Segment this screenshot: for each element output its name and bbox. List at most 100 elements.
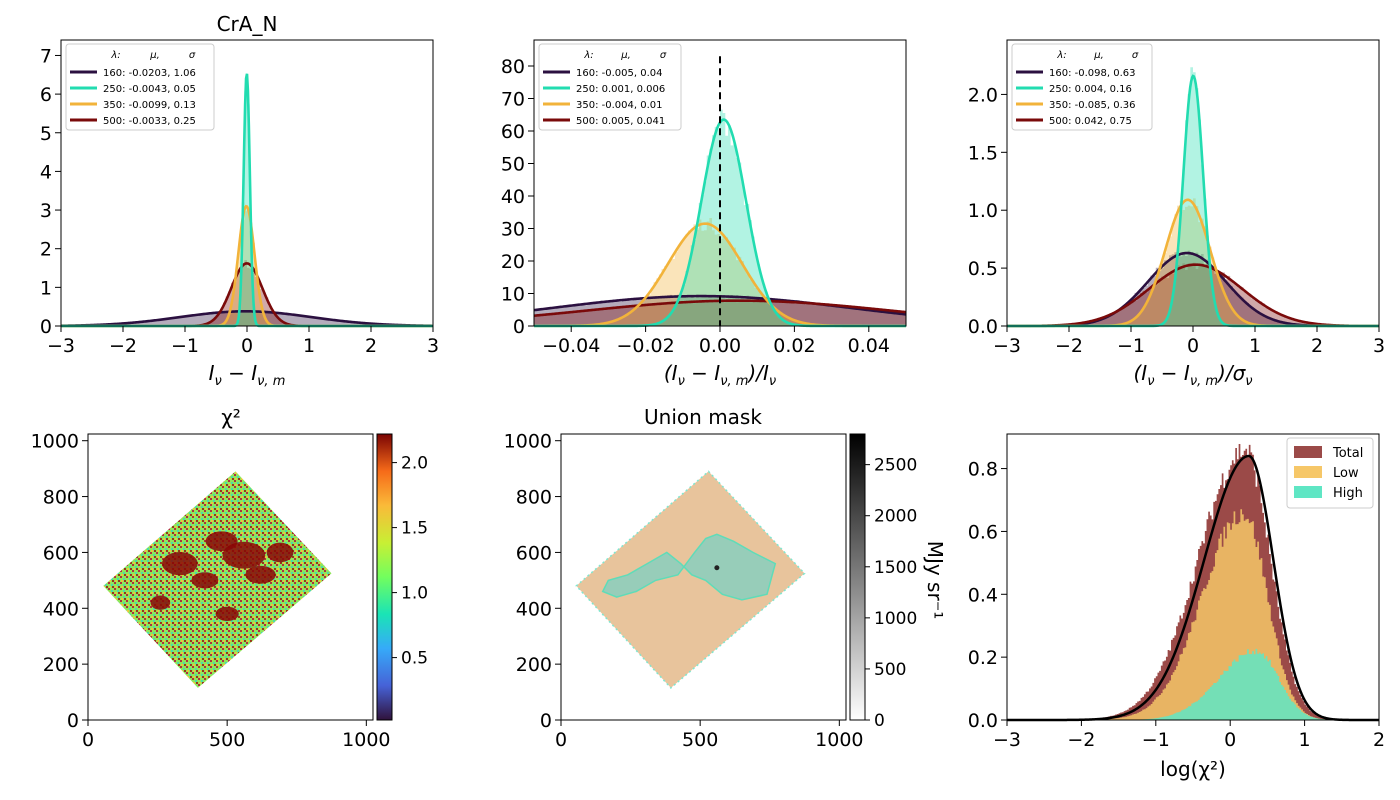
y-tick-label: 1000 [504, 431, 552, 453]
axes-frame [87, 433, 374, 721]
x-tick-label: −2 [109, 335, 137, 357]
axes-frame [1006, 433, 1380, 721]
bright-source [714, 565, 720, 571]
legend-entry-160: 160: -0.005, 0.04 [576, 68, 663, 79]
legend-entry-350: 350: -0.004, 0.01 [576, 100, 663, 111]
legend-entry-250: 250: 0.001, 0.006 [576, 84, 665, 95]
legend-swatch-high [1294, 486, 1322, 498]
colorbar-tick-label: 0.5 [401, 649, 428, 669]
legend-entry-250: 250: -0.0043, 0.05 [103, 84, 196, 95]
y-tick-label: 1000 [31, 431, 79, 453]
y-tick-label: 1.0 [968, 200, 998, 222]
plot-area: −0.04 −0.02 0.00 0.02 0.04 0 10 20 30 40 50 60 70 80 [501, 56, 907, 357]
y-tick-label: 4 [40, 161, 52, 183]
x-tick-label: 2 [1311, 335, 1323, 357]
y-tick-label: 50 [501, 154, 525, 176]
x-tick-label: 1000 [815, 729, 863, 751]
colorbar-label: MJy sr⁻¹ [923, 541, 947, 620]
y-tick-label: 600 [516, 542, 552, 564]
x-axis-label: (Iν − Iν, m)/Iν [664, 361, 776, 389]
axes-frame [60, 39, 434, 327]
legend-entry-350: 350: -0.0099, 0.13 [103, 100, 196, 111]
chi2-high-patch [191, 572, 219, 589]
x-tick-label: −3 [993, 729, 1021, 751]
legend-entry-total: Total [1332, 446, 1363, 461]
legend-header-mu: μ, [149, 50, 160, 61]
y-tick-label: 60 [501, 121, 525, 143]
panel-title: χ² [221, 405, 241, 429]
x-tick-label: 1000 [342, 729, 390, 751]
plot-area: 0 500 1000 0 200 400 600 800 1000 [31, 431, 391, 751]
legend-box [65, 43, 215, 131]
colorbar-tick-label: 2500 [874, 456, 917, 476]
legend-entry-350: 350: -0.085, 0.36 [1049, 100, 1136, 111]
y-tick-label: 0 [540, 710, 552, 732]
axes-frame [560, 433, 847, 721]
x-tick-label: −0.02 [616, 335, 674, 357]
legend-box [1011, 43, 1153, 131]
legend-swatch-total [1294, 446, 1322, 458]
y-tick-label: 600 [43, 542, 79, 564]
x-tick-label: 1 [1249, 335, 1261, 357]
colorbar-tick-label: 1500 [874, 558, 917, 578]
x-tick-label: −3 [993, 335, 1021, 357]
y-tick-label: 6 [40, 84, 52, 106]
chi2-high-patch [205, 531, 238, 552]
x-axis-label: (Iν − Iν, m)/σν [1133, 361, 1252, 389]
y-tick-label: 1 [40, 277, 52, 299]
y-tick-label: 30 [501, 219, 525, 241]
panel-title: Union mask [644, 405, 762, 429]
legend-header-lambda: λ: [110, 50, 120, 61]
hist-bars-s160 [1007, 250, 1379, 326]
y-tick-label: 10 [501, 284, 525, 306]
y-tick-label: 0.6 [968, 521, 998, 543]
y-tick-label: 5 [40, 123, 52, 145]
hist-bars-s350 [534, 217, 906, 326]
x-tick-label: −1 [171, 335, 199, 357]
legend-entry-160: 160: -0.098, 0.63 [1049, 68, 1136, 79]
y-tick-label: 1.5 [968, 142, 998, 164]
chi2-high-patch [215, 606, 239, 622]
x-tick-label: −2 [1067, 729, 1095, 751]
colorbar-tick-label: 1.5 [401, 519, 428, 539]
y-tick-label: 0 [513, 316, 525, 338]
axes-frame [1006, 39, 1380, 327]
y-tick-label: 0.8 [968, 459, 998, 481]
x-tick-label: −2 [1055, 335, 1083, 357]
chi2-high-patch [245, 565, 276, 584]
hist-bars-s350 [61, 207, 433, 326]
x-tick-label: −0.04 [542, 335, 600, 357]
y-tick-label: 20 [501, 251, 525, 273]
y-tick-label: 70 [501, 89, 525, 111]
x-tick-label: 1 [1299, 729, 1311, 751]
y-tick-label: 0 [67, 710, 79, 732]
y-tick-label: 0.5 [968, 258, 998, 280]
panel-relative-hist: −0.04 −0.02 0.00 0.02 0.0401020304050607080 … [501, 39, 907, 389]
colorbar-tick-label: 2000 [874, 507, 917, 527]
legend: λ: μ, σ 160: -0.0203, 1.06 250: -0.0043,… [65, 43, 215, 131]
legend-entry-500: 500: 0.042, 0.75 [1049, 116, 1132, 127]
hist-bars-s160 [61, 310, 433, 326]
y-tick-label: 0.2 [968, 647, 998, 669]
x-tick-label: 0.02 [773, 335, 815, 357]
legend: λ: μ, σ 160: -0.005, 0.04 250: 0.001, 0.… [538, 43, 682, 131]
x-tick-label: 0 [555, 729, 567, 751]
x-tick-label: 2 [365, 335, 377, 357]
legend-header-sigma: σ [1132, 50, 1139, 61]
x-axis-label: log(χ²) [1160, 757, 1226, 781]
x-tick-label: −3 [47, 335, 75, 357]
fit-curve-s160 [60, 310, 434, 328]
legend-header-mu: μ, [1093, 50, 1104, 61]
hist-bars-s250 [1007, 67, 1379, 327]
x-tick-label: 0.04 [848, 335, 890, 357]
colorbar [849, 433, 866, 721]
legend: Total Low High [1286, 437, 1374, 509]
x-tick-label: −1 [1117, 335, 1145, 357]
y-tick-label: 0.0 [968, 316, 998, 338]
x-axis-label: Iν − Iν, m [209, 361, 286, 389]
x-tick-label: 0 [1224, 729, 1236, 751]
y-tick-label: 3 [40, 200, 52, 222]
mask-high-region [601, 533, 777, 601]
y-tick-label: 800 [43, 487, 79, 509]
